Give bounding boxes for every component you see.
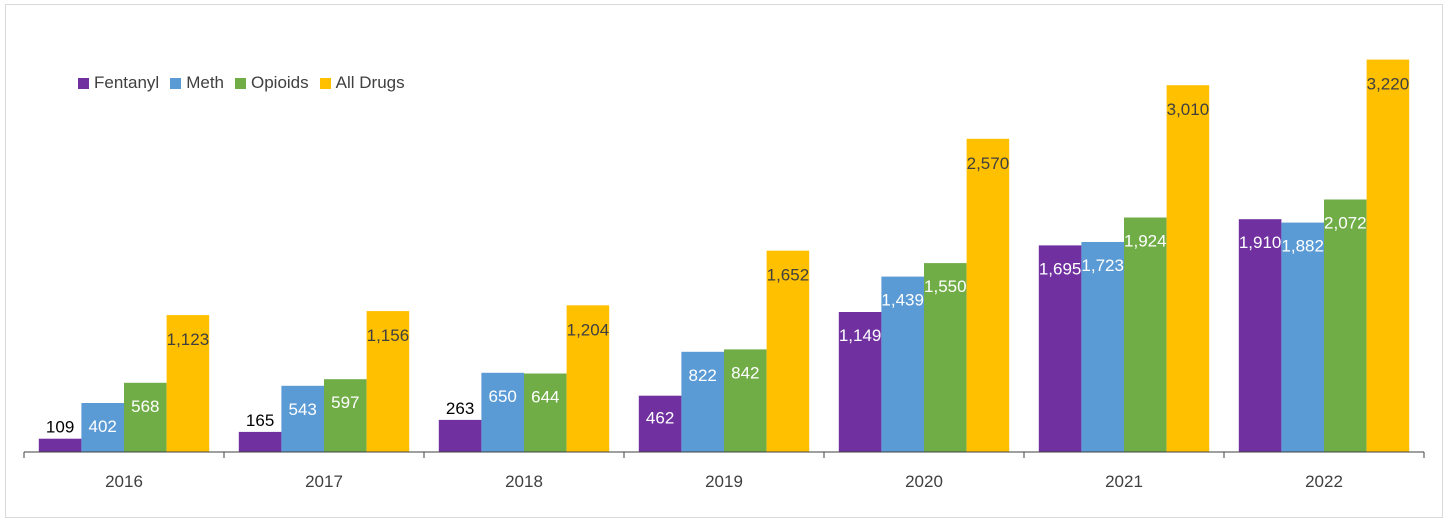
data-label-all-drugs-2019: 1,652 <box>767 266 810 285</box>
bar-opioids-2022 <box>1324 199 1367 452</box>
bar-chart: 109 402 568 1,123 2016 165 543 597 1,156 2017 263 6… <box>23 59 1425 491</box>
bar-all-drugs-2019 <box>766 250 810 452</box>
bar-meth-2020 <box>881 276 924 452</box>
data-label-opioids-2019: 842 <box>731 363 759 382</box>
legend: Fentanyl Meth Opioids All Drugs <box>78 71 416 95</box>
chart-frame: Fentanyl Meth Opioids All Drugs 109 402 56… <box>5 4 1443 518</box>
data-label-all-drugs-2017: 1,156 <box>367 326 410 345</box>
data-label-opioids-2017: 597 <box>331 393 359 412</box>
data-label-meth-2018: 650 <box>489 387 517 406</box>
bar-fentanyl-2016 <box>38 438 82 452</box>
legend-swatch-all-drugs <box>319 77 331 89</box>
legend-swatch-meth <box>170 77 182 89</box>
data-label-meth-2019: 822 <box>689 366 717 385</box>
x-tick-label-2018: 2018 <box>505 472 543 491</box>
data-label-all-drugs-2016: 1,123 <box>167 330 210 349</box>
data-label-opioids-2022: 2,072 <box>1324 214 1367 233</box>
x-tick-label-2019: 2019 <box>705 472 743 491</box>
legend-item-fentanyl: Fentanyl <box>78 73 159 93</box>
data-label-opioids-2016: 568 <box>131 397 159 416</box>
data-label-meth-2022: 1,882 <box>1281 237 1324 256</box>
data-label-meth-2020: 1,439 <box>881 291 924 310</box>
data-label-all-drugs-2020: 2,570 <box>967 154 1010 173</box>
bar-all-drugs-2021 <box>1166 85 1210 452</box>
data-label-fentanyl-2018: 263 <box>446 399 474 418</box>
bar-fentanyl-2021 <box>1038 245 1082 452</box>
bar-all-drugs-2017 <box>366 311 410 452</box>
x-tick-label-2021: 2021 <box>1105 472 1143 491</box>
data-label-all-drugs-2018: 1,204 <box>567 320 610 339</box>
data-label-opioids-2020: 1,550 <box>924 277 967 296</box>
x-tick-label-2016: 2016 <box>105 472 143 491</box>
bar-fentanyl-2020 <box>838 312 882 452</box>
x-tick-label-2022: 2022 <box>1305 472 1343 491</box>
legend-item-opioids: Opioids <box>235 73 309 93</box>
bar-opioids-2019 <box>724 349 767 452</box>
legend-swatch-opioids <box>235 77 246 89</box>
bar-opioids-2018 <box>524 373 567 452</box>
legend-label-fentanyl: Fentanyl <box>94 73 160 92</box>
legend-label-opioids: Opioids <box>251 73 309 92</box>
bar-opioids-2021 <box>1124 217 1167 452</box>
bar-meth-2019 <box>681 351 724 452</box>
bar-fentanyl-2019 <box>638 395 682 452</box>
bar-meth-2018 <box>481 372 524 452</box>
bar-all-drugs-2016 <box>166 315 210 452</box>
bar-opioids-2020 <box>924 263 967 452</box>
data-label-meth-2021: 1,723 <box>1081 256 1124 275</box>
bar-all-drugs-2020 <box>966 138 1010 453</box>
x-tick-label-2020: 2020 <box>905 472 943 491</box>
bar-all-drugs-2018 <box>566 305 610 452</box>
bar-meth-2021 <box>1081 242 1124 452</box>
bar-meth-2016 <box>81 403 124 452</box>
x-tick-label-2017: 2017 <box>305 472 343 491</box>
data-label-fentanyl-2020: 1,149 <box>839 326 882 345</box>
bar-fentanyl-2017 <box>238 431 282 452</box>
data-label-opioids-2021: 1,924 <box>1124 232 1167 251</box>
data-label-all-drugs-2022: 3,220 <box>1367 75 1410 94</box>
data-label-fentanyl-2021: 1,695 <box>1039 259 1082 278</box>
data-label-meth-2016: 402 <box>89 417 117 436</box>
data-label-fentanyl-2019: 462 <box>646 409 674 428</box>
bar-meth-2022 <box>1281 222 1324 452</box>
data-label-fentanyl-2017: 165 <box>246 411 274 430</box>
data-label-fentanyl-2022: 1,910 <box>1239 233 1282 252</box>
legend-swatch-fentanyl <box>78 77 89 89</box>
bar-opioids-2017 <box>324 379 367 452</box>
bar-all-drugs-2022 <box>1366 59 1410 452</box>
bar-fentanyl-2018 <box>438 419 482 452</box>
legend-label-meth: Meth <box>186 73 224 92</box>
data-label-all-drugs-2021: 3,010 <box>1167 100 1210 119</box>
bar-fentanyl-2022 <box>1238 219 1282 452</box>
data-label-meth-2017: 543 <box>289 400 317 419</box>
data-label-opioids-2018: 644 <box>531 388 559 407</box>
data-label-fentanyl-2016: 109 <box>46 418 74 437</box>
bar-meth-2017 <box>281 385 324 452</box>
legend-item-all-drugs: All Drugs <box>319 73 405 93</box>
bar-opioids-2016 <box>124 382 167 452</box>
legend-item-meth: Meth <box>170 73 224 93</box>
legend-label-all-drugs: All Drugs <box>335 73 405 92</box>
